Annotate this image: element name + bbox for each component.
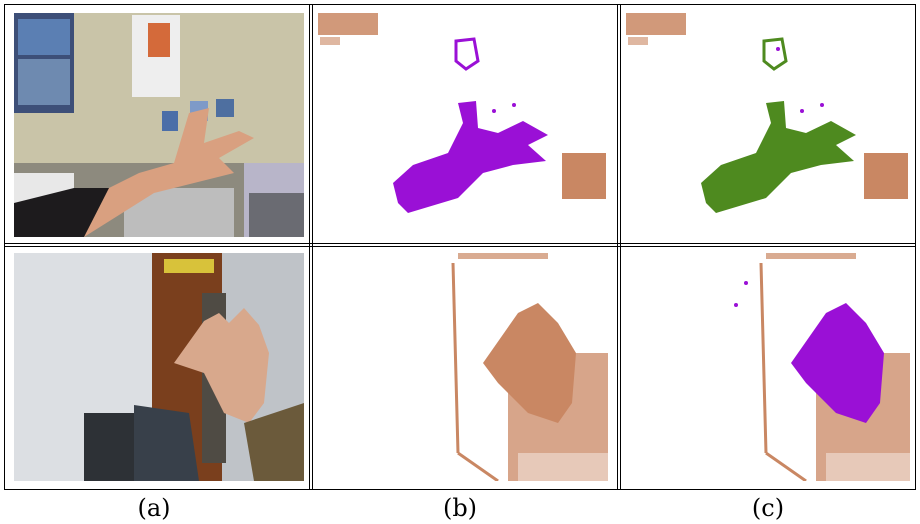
row-divider — [5, 246, 915, 247]
segmentation-purple-hand — [318, 13, 612, 237]
segmentation-green-hand — [626, 13, 910, 237]
caption-a: (a) — [137, 494, 171, 522]
column-divider — [312, 5, 313, 489]
caption-c: (c) — [751, 494, 785, 522]
caption-b: (b) — [442, 494, 478, 522]
row-divider — [5, 243, 915, 244]
segmentation-brown-background — [318, 253, 612, 481]
photo-hand-bookshelf — [14, 253, 304, 481]
segmentation-purple-hand-background — [626, 253, 910, 481]
column-divider — [617, 5, 618, 489]
column-divider — [620, 5, 621, 489]
column-divider — [309, 5, 310, 489]
photo-hand-office — [14, 13, 304, 237]
figure-grid — [4, 4, 916, 490]
